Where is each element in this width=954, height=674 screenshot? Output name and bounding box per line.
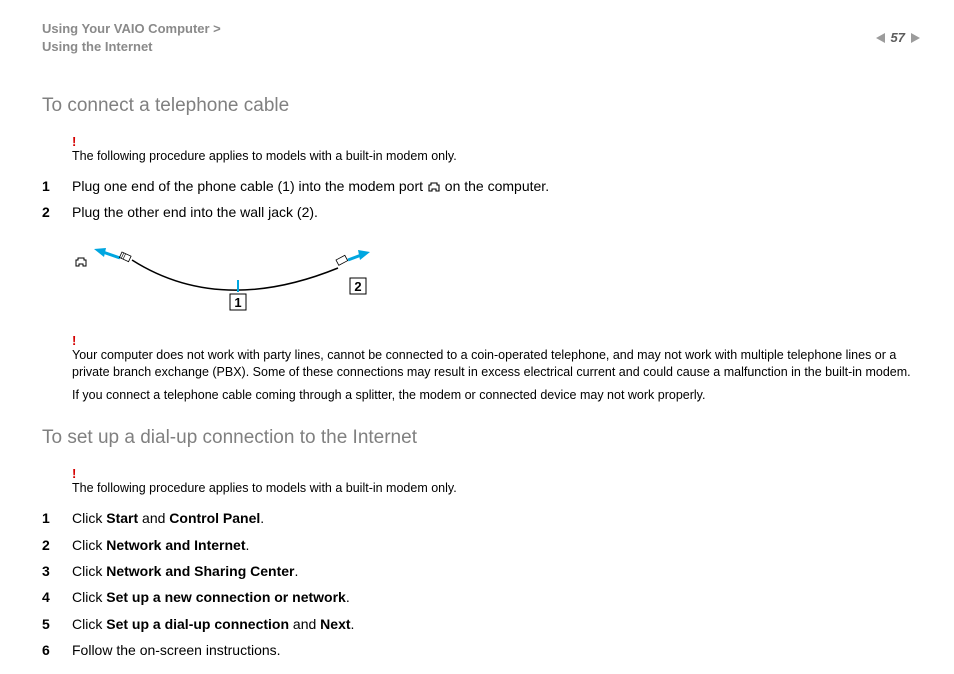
diagram-label-1: 1 [230, 280, 246, 310]
modem-port-icon [427, 181, 441, 193]
section1-warning2: If you connect a telephone cable coming … [72, 387, 920, 404]
step-text-pre: Plug one end of the phone cable (1) into… [72, 178, 427, 194]
warning-icon: ! [72, 135, 920, 148]
step-5: 5 Click Set up a dial-up connection and … [42, 613, 920, 635]
breadcrumb-line1: Using Your VAIO Computer > [42, 21, 221, 36]
svg-text:1: 1 [234, 295, 241, 310]
breadcrumb-line2: Using the Internet [42, 39, 153, 54]
warning-icon: ! [72, 467, 920, 480]
step-4: 4 Click Set up a new connection or netwo… [42, 586, 920, 608]
step-number: 1 [42, 507, 50, 529]
page-number: 57 [891, 30, 905, 45]
step-2: 2 Click Network and Internet. [42, 534, 920, 556]
prev-page-icon[interactable] [876, 33, 885, 43]
step-number: 1 [42, 175, 50, 197]
step-number: 5 [42, 613, 50, 635]
step-number: 2 [42, 201, 50, 223]
step-number: 2 [42, 534, 50, 556]
diagram-label-2: 2 [350, 278, 366, 294]
diagram-arrow-right [348, 250, 370, 260]
step-number: 6 [42, 639, 50, 661]
section2-steps: 1 Click Start and Control Panel. 2 Click… [42, 507, 920, 661]
diagram-plug-right [336, 255, 348, 265]
svg-text:2: 2 [354, 279, 361, 294]
step-2: 2 Plug the other end into the wall jack … [42, 201, 920, 223]
diagram-plug-left [119, 252, 131, 262]
step-text-post: on the computer. [441, 178, 549, 194]
step-number: 4 [42, 586, 50, 608]
step-3: 3 Click Network and Sharing Center. [42, 560, 920, 582]
section2-note: The following procedure applies to model… [72, 480, 920, 497]
section1-steps: 1 Plug one end of the phone cable (1) in… [42, 175, 920, 224]
section2-heading: To set up a dial-up connection to the In… [42, 427, 920, 449]
section1-note: The following procedure applies to model… [72, 148, 920, 165]
warning-icon: ! [72, 334, 920, 347]
page-header: Using Your VAIO Computer > Using the Int… [42, 20, 920, 55]
next-page-icon[interactable] [911, 33, 920, 43]
step-1: 1 Plug one end of the phone cable (1) in… [42, 175, 920, 197]
diagram-port-icon [76, 258, 86, 266]
cable-diagram: 2 1 [70, 238, 370, 316]
step-text: Plug the other end into the wall jack (2… [72, 204, 318, 220]
breadcrumb: Using Your VAIO Computer > Using the Int… [42, 20, 221, 55]
step-1: 1 Click Start and Control Panel. [42, 507, 920, 529]
step-number: 3 [42, 560, 50, 582]
section1-heading: To connect a telephone cable [42, 95, 920, 117]
pager: 57 [876, 30, 920, 45]
diagram-cable [132, 260, 338, 290]
section1-warning1: Your computer does not work with party l… [72, 347, 920, 381]
diagram-arrow-left [94, 248, 120, 258]
step-6: 6 Follow the on-screen instructions. [42, 639, 920, 661]
